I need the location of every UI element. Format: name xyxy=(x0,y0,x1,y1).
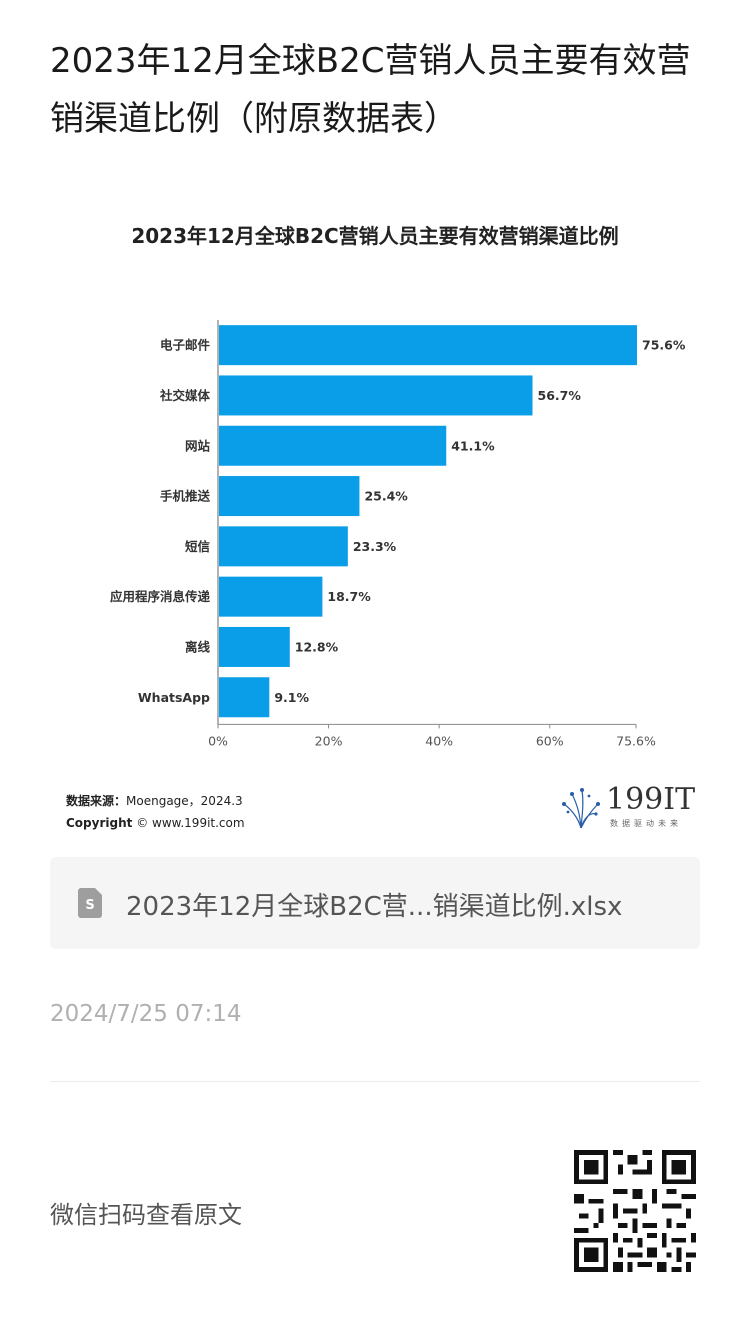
x-tick-label: 75.6% xyxy=(616,733,656,748)
bar-4 xyxy=(219,526,348,567)
category-label: 网站 xyxy=(185,438,211,453)
data-label: 23.3% xyxy=(353,539,397,554)
source-block: 数据来源：Moengage，2024.3 Copyright © www.199… xyxy=(66,790,245,834)
data-label: 56.7% xyxy=(538,388,582,403)
chart-card: 电子邮件 75.6% 社交媒体 56.7% 网站 41.1% 手机推送 25.4% 短信 23.3… xyxy=(50,190,700,840)
bar-1 xyxy=(219,375,533,416)
source-value: Moengage，2024.3 xyxy=(126,794,243,808)
source-label: 数据来源： xyxy=(66,794,127,808)
bar-7 xyxy=(219,677,270,718)
data-label: 12.8% xyxy=(295,639,339,654)
qr-code-icon[interactable] xyxy=(574,1150,696,1272)
dandelion-logo-icon xyxy=(562,788,600,829)
category-label: 电子邮件 xyxy=(160,338,211,353)
qr-caption: 微信扫码查看原文 xyxy=(50,1201,242,1229)
divider xyxy=(50,1081,700,1082)
svg-text:S: S xyxy=(85,898,94,913)
data-label: 18.7% xyxy=(327,589,371,604)
publish-timestamp: 2024/7/25 07:14 xyxy=(50,1001,242,1027)
data-label: 25.4% xyxy=(364,489,408,504)
brand-name: 199IT xyxy=(606,782,696,817)
data-label: 41.1% xyxy=(451,438,495,453)
bar-6 xyxy=(219,626,290,667)
copyright-value: © www.199it.com xyxy=(136,816,245,830)
category-label: 短信 xyxy=(185,539,211,554)
brand-logo: 199IT 数据驱动未来 xyxy=(558,782,698,834)
x-tick-label: 20% xyxy=(315,733,343,748)
category-label: 手机推送 xyxy=(160,489,211,504)
x-tick-label: 60% xyxy=(536,733,564,748)
category-label: 离线 xyxy=(185,639,211,654)
bar-0 xyxy=(219,325,637,366)
bar-2 xyxy=(219,425,447,466)
attachment-filename: 2023年12月全球B2C营...销渠道比例.xlsx xyxy=(126,892,623,922)
data-label: 75.6% xyxy=(642,338,686,353)
copyright-label: Copyright xyxy=(66,816,133,830)
article-title: 2023年12月全球B2C营销人员主要有效营销渠道比例（附原数据表） xyxy=(50,41,691,139)
category-label: 应用程序消息传递 xyxy=(110,589,211,604)
spreadsheet-file-icon: S xyxy=(78,888,102,918)
data-label: 9.1% xyxy=(274,690,309,705)
bar-chart: 电子邮件 75.6% 社交媒体 56.7% 网站 41.1% 手机推送 25.4% 短信 23.3… xyxy=(110,320,686,748)
category-label: WhatsApp xyxy=(138,690,210,705)
x-tick-label: 0% xyxy=(208,733,228,748)
bar-5 xyxy=(219,576,323,617)
x-tick-label: 40% xyxy=(425,733,453,748)
chart-title: 2023年12月全球B2C营销人员主要有效营销渠道比例 xyxy=(131,224,619,248)
bar-3 xyxy=(219,476,360,517)
category-label: 社交媒体 xyxy=(159,388,211,403)
brand-tagline: 数据驱动未来 xyxy=(610,819,682,828)
attachment-file[interactable]: S 2023年12月全球B2C营...销渠道比例.xlsx xyxy=(50,857,700,949)
